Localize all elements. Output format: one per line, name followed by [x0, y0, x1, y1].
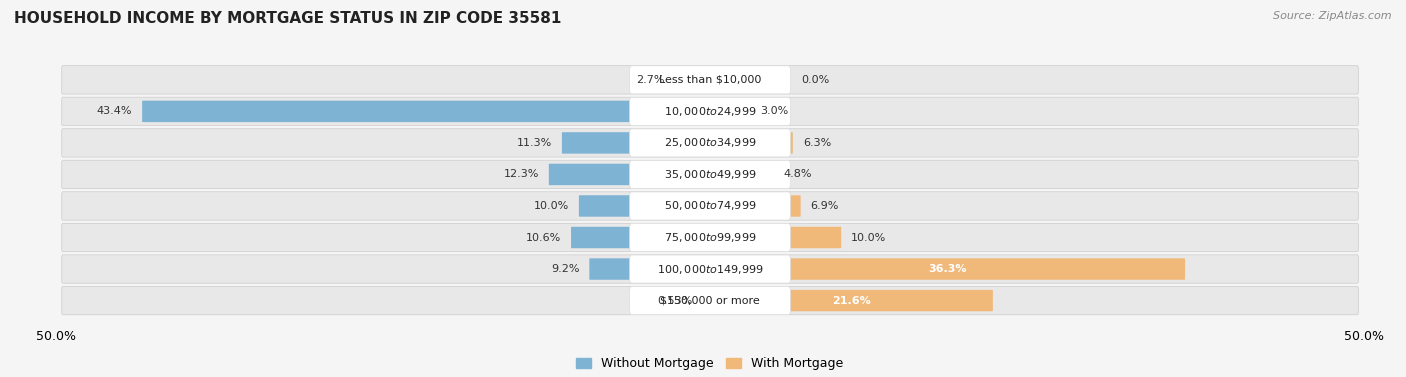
FancyBboxPatch shape [630, 161, 790, 188]
FancyBboxPatch shape [62, 192, 1358, 220]
FancyBboxPatch shape [710, 132, 793, 154]
Text: $35,000 to $49,999: $35,000 to $49,999 [664, 168, 756, 181]
Text: $100,000 to $149,999: $100,000 to $149,999 [657, 262, 763, 276]
FancyBboxPatch shape [571, 227, 710, 248]
FancyBboxPatch shape [710, 290, 993, 311]
Text: 36.3%: 36.3% [928, 264, 966, 274]
FancyBboxPatch shape [589, 258, 710, 280]
FancyBboxPatch shape [710, 258, 1185, 280]
FancyBboxPatch shape [710, 195, 800, 217]
FancyBboxPatch shape [142, 101, 710, 122]
Text: Source: ZipAtlas.com: Source: ZipAtlas.com [1274, 11, 1392, 21]
Text: $75,000 to $99,999: $75,000 to $99,999 [664, 231, 756, 244]
Text: 6.3%: 6.3% [803, 138, 831, 148]
FancyBboxPatch shape [703, 290, 710, 311]
FancyBboxPatch shape [579, 195, 710, 217]
Text: 10.6%: 10.6% [526, 233, 561, 242]
Text: $50,000 to $74,999: $50,000 to $74,999 [664, 199, 756, 213]
FancyBboxPatch shape [62, 129, 1358, 157]
Text: 9.2%: 9.2% [551, 264, 579, 274]
FancyBboxPatch shape [710, 101, 749, 122]
Text: 2.7%: 2.7% [636, 75, 664, 85]
FancyBboxPatch shape [62, 223, 1358, 252]
Text: Less than $10,000: Less than $10,000 [659, 75, 761, 85]
FancyBboxPatch shape [630, 287, 790, 314]
FancyBboxPatch shape [62, 97, 1358, 126]
FancyBboxPatch shape [562, 132, 710, 154]
FancyBboxPatch shape [630, 224, 790, 251]
FancyBboxPatch shape [630, 255, 790, 283]
FancyBboxPatch shape [710, 164, 773, 185]
FancyBboxPatch shape [630, 129, 790, 157]
Text: 43.4%: 43.4% [97, 106, 132, 116]
Text: 12.3%: 12.3% [503, 169, 538, 179]
Text: 0.53%: 0.53% [658, 296, 693, 306]
Text: 4.8%: 4.8% [783, 169, 811, 179]
Text: 3.0%: 3.0% [759, 106, 787, 116]
Text: 6.9%: 6.9% [811, 201, 839, 211]
Text: $150,000 or more: $150,000 or more [661, 296, 759, 306]
FancyBboxPatch shape [62, 255, 1358, 283]
FancyBboxPatch shape [62, 160, 1358, 188]
FancyBboxPatch shape [62, 66, 1358, 94]
FancyBboxPatch shape [548, 164, 710, 185]
FancyBboxPatch shape [630, 192, 790, 220]
Text: 0.0%: 0.0% [801, 75, 830, 85]
FancyBboxPatch shape [630, 97, 790, 126]
Text: 10.0%: 10.0% [533, 201, 569, 211]
Text: 11.3%: 11.3% [516, 138, 551, 148]
Text: 10.0%: 10.0% [851, 233, 887, 242]
FancyBboxPatch shape [710, 227, 841, 248]
FancyBboxPatch shape [62, 287, 1358, 315]
FancyBboxPatch shape [675, 69, 710, 90]
Text: $10,000 to $24,999: $10,000 to $24,999 [664, 105, 756, 118]
Text: HOUSEHOLD INCOME BY MORTGAGE STATUS IN ZIP CODE 35581: HOUSEHOLD INCOME BY MORTGAGE STATUS IN Z… [14, 11, 561, 26]
Legend: Without Mortgage, With Mortgage: Without Mortgage, With Mortgage [571, 352, 849, 375]
FancyBboxPatch shape [630, 66, 790, 94]
Text: 21.6%: 21.6% [832, 296, 870, 306]
Text: $25,000 to $34,999: $25,000 to $34,999 [664, 136, 756, 149]
